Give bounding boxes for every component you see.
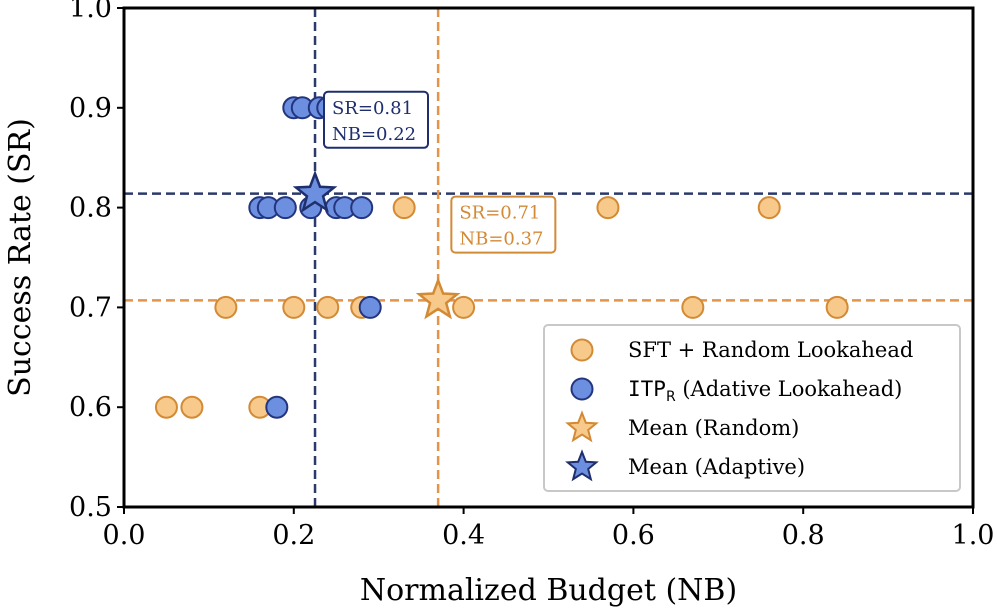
legend: SFT + Random Lookahead ITPR (Adative Look… <box>543 324 961 492</box>
series-1-point-14 <box>757 196 781 220</box>
series-3-mean-star <box>415 276 461 320</box>
legend-item-3: Mean (Random) <box>565 410 799 443</box>
x-tick-label: 0.8 <box>782 520 825 551</box>
x-tick-label: 0.4 <box>442 520 485 551</box>
plot-frame <box>122 6 975 509</box>
y-tick-label: 0.8 <box>69 193 112 224</box>
y-tick-label: 0.5 <box>69 492 112 523</box>
series-2-point-9 <box>350 196 374 220</box>
legend-star-marker <box>565 410 599 443</box>
series-1-point-1 <box>154 395 178 419</box>
annotation-1: SR=0.81 NB=0.22 <box>323 90 430 149</box>
legend-box <box>543 324 961 492</box>
series-1-point-8 <box>452 295 476 319</box>
annotations: SR=0.81 NB=0.22 SR=0.71 NB=0.37 <box>323 90 557 254</box>
x-tick-label: 0.6 <box>612 520 655 551</box>
legend-circle-marker <box>570 338 594 362</box>
legend-label: Mean (Random) <box>628 416 799 440</box>
series-2-point-5 <box>273 196 297 220</box>
series-1-point-13 <box>596 196 620 220</box>
legend-label: SFT + Random Lookahead <box>628 338 913 362</box>
annotation-box <box>450 195 557 254</box>
legend-circle-marker <box>570 377 594 401</box>
series-1-point-10 <box>825 295 849 319</box>
series-2-point-1 <box>265 395 289 419</box>
x-tick-label: 1.0 <box>952 520 995 551</box>
legend-item-4: Mean (Adaptive) <box>565 449 805 482</box>
y-axis-ticks: 0.5 0.6 0.7 0.8 0.9 1.0 <box>69 0 124 523</box>
x-tick-label: 0.0 <box>103 520 146 551</box>
annotation-box <box>323 90 430 149</box>
annotation-line-1: SR=0.71 <box>459 203 540 224</box>
legend-star-marker <box>565 449 599 482</box>
x-tick-label: 0.2 <box>272 520 315 551</box>
series-1-point-5 <box>282 295 306 319</box>
annotation-line-1: SR=0.81 <box>332 98 413 119</box>
legend-label: ITPR (Adative Lookahead) <box>628 377 902 405</box>
series-2-point-2 <box>358 295 382 319</box>
x-axis-title: Normalized Budget (NB) <box>360 573 737 608</box>
series-1-point-9 <box>681 295 705 319</box>
y-tick-label: 0.7 <box>69 292 112 323</box>
series-1-point-6 <box>316 295 340 319</box>
annotation-line-2: NB=0.37 <box>459 229 543 250</box>
series-4-mean-star <box>292 170 338 213</box>
series-1-point-2 <box>180 395 204 419</box>
series-1-point-4 <box>214 295 238 319</box>
y-tick-label: 1.0 <box>69 0 112 24</box>
annotation-2: SR=0.71 NB=0.37 <box>450 195 557 254</box>
series-1-point-11 <box>392 196 416 220</box>
x-axis-ticks: 0.0 0.2 0.4 0.6 0.8 1.0 <box>103 507 995 551</box>
y-tick-label: 0.9 <box>69 93 112 124</box>
legend-label: Mean (Adaptive) <box>628 455 805 479</box>
annotation-line-2: NB=0.22 <box>332 124 416 145</box>
y-axis-title: Success Rate (SR) <box>3 118 38 397</box>
y-tick-label: 0.6 <box>69 392 112 423</box>
legend-item-2: ITPR (Adative Lookahead) <box>570 377 902 405</box>
legend-item-1: SFT + Random Lookahead <box>570 338 913 362</box>
